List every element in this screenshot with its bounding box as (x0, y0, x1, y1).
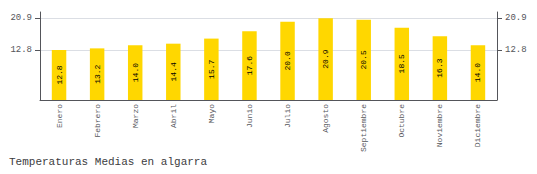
svg-text:Octubre: Octubre (397, 104, 406, 138)
svg-text:12.8: 12.8 (55, 65, 64, 84)
svg-text:20.9: 20.9 (505, 13, 527, 23)
svg-text:17.6: 17.6 (245, 56, 254, 75)
svg-text:Diciembre: Diciembre (473, 104, 482, 147)
svg-text:20.9: 20.9 (321, 49, 330, 68)
svg-text:Mayo: Mayo (207, 104, 216, 123)
svg-text:14.0: 14.0 (473, 63, 482, 82)
svg-text:16.3: 16.3 (435, 58, 444, 77)
svg-text:Abril: Abril (169, 104, 178, 128)
svg-text:15.7: 15.7 (207, 59, 216, 78)
svg-text:Julio: Julio (283, 104, 292, 128)
svg-text:Temperaturas Medias en algarra: Temperaturas Medias en algarra (9, 156, 207, 168)
svg-text:Septiembre: Septiembre (359, 104, 368, 152)
svg-text:Agosto: Agosto (321, 104, 330, 133)
svg-text:Enero: Enero (55, 104, 64, 128)
svg-text:20.0: 20.0 (283, 51, 292, 70)
svg-text:Febrero: Febrero (93, 104, 102, 138)
svg-text:12.8: 12.8 (505, 45, 527, 55)
svg-text:Junio: Junio (245, 104, 254, 128)
svg-text:20.5: 20.5 (359, 50, 368, 69)
svg-text:14.4: 14.4 (169, 62, 178, 81)
svg-text:Noviembre: Noviembre (435, 104, 444, 147)
svg-text:14.0: 14.0 (131, 63, 140, 82)
svg-text:18.5: 18.5 (397, 54, 406, 73)
svg-text:13.2: 13.2 (93, 64, 102, 83)
svg-text:12.8: 12.8 (10, 45, 32, 55)
svg-text:20.9: 20.9 (10, 13, 32, 23)
svg-text:Marzo: Marzo (131, 104, 140, 128)
